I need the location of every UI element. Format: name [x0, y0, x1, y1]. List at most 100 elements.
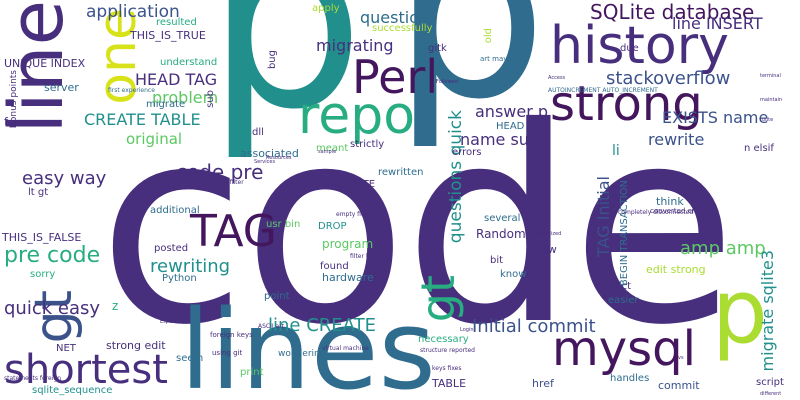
cloud-word-p-teal: p: [206, 0, 365, 164]
cloud-word-think: think: [656, 195, 684, 208]
cloud-word-usr-bin: usr bin: [266, 219, 301, 230]
cloud-word-due: due: [620, 43, 639, 54]
cloud-word-quick-easy: quick easy: [4, 298, 101, 319]
cloud-word-initial-commit: Initial commit: [472, 316, 596, 337]
cloud-word-migrate-sqlite3: migrate sqlite3: [758, 250, 777, 372]
cloud-word-sub: sub: [205, 90, 216, 108]
cloud-word-empty-fields: empty fields: [336, 211, 374, 218]
cloud-word-sqlite-database: SQLite database: [590, 0, 755, 24]
cloud-word-ascii-art: ASCII art: [258, 323, 285, 330]
cloud-word-dll: dll: [252, 127, 264, 138]
cloud-word-found: found: [320, 261, 349, 272]
cloud-word-ncreate: nCREATE: [330, 179, 376, 190]
cloud-word-shortest: shortest: [4, 347, 168, 393]
cloud-word-random: Random: [476, 227, 526, 241]
cloud-word-tag: TAG: [190, 206, 277, 257]
cloud-word-login: Login: [460, 327, 474, 333]
cloud-word-resulted: resulted: [156, 17, 197, 28]
cloud-word-point: point: [264, 291, 290, 302]
cloud-word-first-experience: first experience: [108, 87, 155, 94]
cloud-word-z: z: [112, 299, 119, 313]
cloud-word-question: question: [360, 8, 430, 27]
cloud-word-python: Python: [162, 273, 197, 284]
cloud-word-generalized: generalized: [532, 231, 562, 237]
cloud-word-server: server: [44, 81, 79, 94]
cloud-word-several: several: [484, 213, 521, 224]
cloud-word-lt-gt: lt gt: [28, 187, 49, 198]
cloud-word-sqlite-sequence: sqlite_sequence: [32, 385, 113, 396]
cloud-word-vs: vs: [678, 355, 684, 361]
cloud-word-filter-branch: filter branch: [350, 253, 387, 260]
cloud-word-especially: Especially: [160, 319, 185, 325]
cloud-word-posted: posted: [154, 243, 189, 254]
cloud-word-n-elsif: n elsif: [744, 143, 774, 154]
cloud-word-terminal: terminal: [760, 73, 781, 79]
cloud-word-additional: additional: [150, 205, 200, 216]
cloud-word-name-sub: name sub: [460, 130, 540, 149]
cloud-word-successfully: successfully: [372, 23, 433, 34]
cloud-word-bug: bug: [267, 50, 278, 70]
cloud-word-commit: commit: [658, 379, 700, 392]
cloud-word-statements-foreign: statements foreign: [4, 375, 62, 382]
cloud-word-access: Access: [548, 75, 566, 81]
cloud-word-different: different: [760, 391, 782, 397]
cloud-word-repo: repo: [298, 86, 416, 146]
cloud-word-understand: understand: [160, 57, 218, 68]
cloud-word-exists-name: EXISTS name: [662, 108, 769, 127]
cloud-word-head: HEAD: [496, 121, 525, 132]
cloud-word-structure-reported: structure reported: [420, 347, 475, 354]
cloud-word-seem: seem: [176, 353, 204, 364]
cloud-word-application: application: [86, 2, 180, 22]
cloud-word-foreign-keys: foreign keys: [210, 331, 253, 339]
cloud-word-href: href: [532, 377, 554, 390]
cloud-word-strictly: strictly: [350, 139, 385, 150]
cloud-word-create-table: CREATE TABLE: [84, 110, 201, 129]
cloud-word-head-tag: HEAD TAG: [135, 70, 218, 89]
cloud-word-begin-transaction: BEGIN TRANSACTION: [619, 180, 630, 287]
cloud-word-meant: meant: [316, 143, 349, 154]
cloud-word-lines: lines: [180, 286, 436, 400]
cloud-word-table: TABLE: [432, 377, 467, 390]
cloud-word-easier: easier: [608, 295, 639, 306]
cloud-word-bonus-points: Bonus points: [9, 70, 19, 129]
cloud-word-easy-way: easy way: [22, 168, 107, 189]
cloud-word-program: program: [322, 237, 374, 251]
cloud-word-necessary: necessary: [418, 334, 469, 345]
cloud-word-new: new: [534, 243, 557, 256]
cloud-word-bit: bit: [490, 255, 504, 266]
cloud-word-errors: errors: [452, 147, 482, 158]
cloud-word-edit-strong: edit strong: [646, 263, 706, 276]
cloud-word-stackoverflow: stackoverflow: [606, 68, 731, 89]
cloud-word-wondering: wondering: [278, 349, 326, 359]
cloud-word-original: original: [126, 130, 183, 148]
cloud-word-handles: handles: [610, 373, 650, 384]
cloud-word-code: code: [98, 69, 737, 384]
cloud-word-old: old: [483, 28, 494, 44]
cloud-word-gt-mid: gt: [411, 275, 465, 323]
cloud-word-converted-empty: converted empty: [650, 207, 711, 215]
cloud-word-keys-fixes: keys fixes: [432, 365, 462, 372]
cloud-word-print: print: [240, 367, 264, 378]
cloud-word-migrate: migrate: [146, 99, 186, 110]
cloud-word-fact: fact: [612, 281, 632, 292]
cloud-word-completely-disconnected: completely disconnected: [618, 209, 694, 216]
cloud-word-p-lime: p: [712, 260, 768, 363]
cloud-word-history: history: [550, 16, 729, 76]
cloud-word-strong: strong: [550, 76, 703, 132]
cloud-word-gitk: gitk: [428, 43, 447, 54]
cloud-word-sorry: sorry: [30, 269, 56, 280]
cloud-word-amp-amp: amp amp: [680, 238, 766, 259]
cloud-word-unique-index: UNIQUE INDEX: [4, 57, 86, 70]
cloud-word-services: Services: [254, 159, 276, 165]
cloud-word-net: NET: [56, 343, 76, 354]
cloud-word-rewriting: rewriting: [150, 256, 231, 277]
cloud-word-pre-code: pre code: [4, 243, 101, 268]
cloud-word-git-filter: git filter: [220, 179, 244, 186]
cloud-word-know: know: [500, 269, 527, 280]
cloud-word-mysql: mysql: [552, 321, 696, 377]
cloud-word-virtual-machine: virtual machine: [322, 345, 369, 352]
cloud-word-problem: problem: [152, 88, 219, 107]
cloud-word-line-create: line CREATE: [268, 315, 376, 336]
cloud-word-maintain: maintain: [760, 97, 783, 103]
